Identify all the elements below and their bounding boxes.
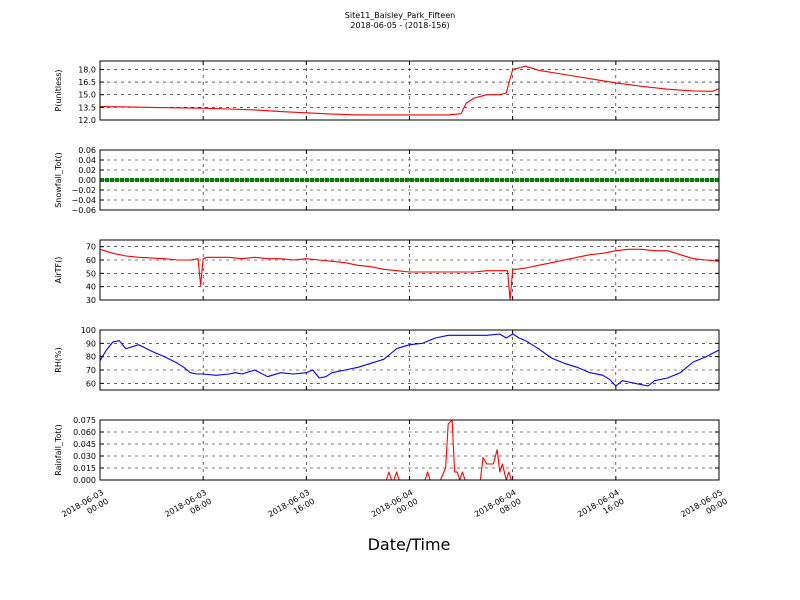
panel-2-ytick-label-6: 0.06 [78,146,96,155]
x-axis-label: Date/Time [368,535,451,554]
panel-4-ylabel: RH(%) [54,347,63,372]
panel-1-ytick-label-4: 18.0 [78,65,96,74]
panel-2-ytick-label-2: −0.02 [71,186,96,195]
panel-2-ytick-label-3: 0.00 [78,176,96,185]
panel-2-ytick-label-1: −0.04 [71,196,96,205]
panel-4-ytick-label-1: 70 [86,366,96,375]
panel-2-ytick-label-0: −0.06 [71,206,96,215]
panel-1-series-line [99,65,720,116]
panel-5-series-line [100,419,719,481]
x-tick-label-4: 2018-06-0408:00 [473,488,523,528]
chart-title: Site11_Baisley_Park_Fifteen [344,11,456,20]
x-tick-label-0: 2018-06-0300:00 [60,488,110,528]
panel-5-ytick-label-2: 0.030 [73,452,96,461]
chart-subtitle: 2018-06-05 - (2018-156) [350,21,450,30]
panel-3-ytick-label-3: 60 [86,256,96,265]
panel-5-ytick-label-4: 0.060 [73,428,96,437]
panel-2-ytick-label-4: 0.02 [78,166,96,175]
panel-1-ytick-label-1: 13.5 [78,103,96,112]
panel-3-ytick-label-2: 50 [86,269,96,278]
x-tick-label-2: 2018-06-0316:00 [267,488,317,528]
panel-1-ylabel: P(unitless) [54,69,63,111]
panel-1-ytick-label-3: 16.5 [78,78,96,87]
panel-5-ytick-label-0: 0.000 [73,476,96,485]
panel-4-ytick-label-0: 60 [86,379,96,388]
panel-3-ytick-label-4: 70 [86,243,96,252]
x-tick-label-6: 2018-06-0500:00 [679,488,729,528]
panel-4-series-line [99,333,720,387]
panel-3-frame [99,239,720,301]
panel-2-ylabel: Snowfall_Tot() [54,152,63,208]
panel-5-ytick-label-5: 0.075 [73,416,96,425]
panel-1-ytick-label-0: 12.0 [78,116,96,125]
x-tick-label-5: 2018-06-0416:00 [576,488,626,528]
panel-4-frame [99,329,720,391]
panel-3-ylabel: AirTF() [54,257,63,284]
panel-2-ytick-label-5: 0.04 [78,156,96,165]
panel-5-ylabel: Rainfall_Tot() [54,424,63,476]
x-tick-label-3: 2018-06-0400:00 [370,488,420,528]
panel-1-frame [99,60,720,121]
panel-4-ytick-label-2: 80 [86,353,96,362]
panel-4-ytick-label-3: 90 [86,339,96,348]
panel-3-ytick-label-1: 40 [86,283,96,292]
chart-title-block: Site11_Baisley_Park_Fifteen 2018-06-05 -… [0,11,800,31]
panel-3-series-line [99,248,720,301]
panel-2-frame [99,149,720,211]
panel-5-frame [99,419,720,481]
panel-5-ytick-label-1: 0.015 [73,464,96,473]
panel-3-ytick-label-0: 30 [86,296,96,305]
x-tick-label-1: 2018-06-0308:00 [163,488,213,528]
panel-5-ytick-label-3: 0.045 [73,440,96,449]
panel-4-ytick-label-4: 100 [81,326,96,335]
panel-1-ytick-label-2: 15.0 [78,91,96,100]
